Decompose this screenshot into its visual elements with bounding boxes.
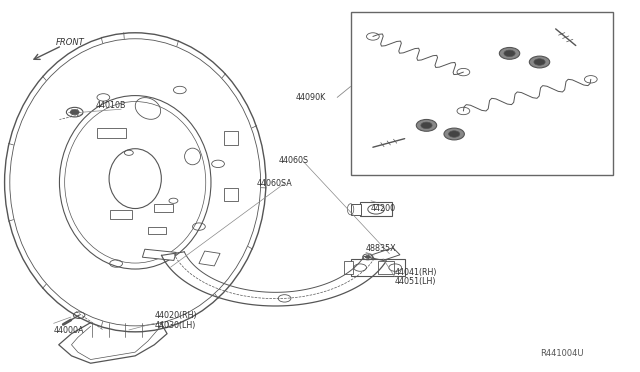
Circle shape	[499, 48, 520, 59]
Text: 44200: 44200	[371, 203, 396, 213]
Circle shape	[70, 110, 79, 115]
Bar	[225, 131, 239, 145]
Bar	[154, 205, 173, 212]
Text: 44060SA: 44060SA	[256, 179, 292, 187]
Bar	[199, 251, 220, 266]
Bar	[378, 261, 394, 274]
Text: 48835X: 48835X	[366, 244, 397, 253]
Bar	[371, 248, 400, 262]
Circle shape	[529, 56, 550, 68]
Text: 44090K: 44090K	[296, 93, 326, 102]
Bar	[351, 259, 404, 276]
Bar	[351, 204, 361, 215]
Bar	[109, 210, 132, 219]
Circle shape	[534, 59, 545, 65]
Bar	[143, 249, 176, 260]
Bar	[97, 128, 125, 138]
Bar	[344, 261, 353, 274]
Text: 44030(LH): 44030(LH)	[154, 321, 196, 330]
Circle shape	[449, 131, 460, 137]
Text: R441004U: R441004U	[540, 350, 583, 359]
Text: 44041(RH): 44041(RH)	[394, 268, 437, 277]
Text: FRONT: FRONT	[56, 38, 84, 46]
Bar	[360, 202, 392, 216]
Circle shape	[421, 122, 432, 129]
Circle shape	[444, 128, 465, 140]
Circle shape	[416, 119, 436, 131]
Bar	[148, 227, 166, 234]
Text: 44051(LH): 44051(LH)	[394, 278, 436, 286]
Bar	[351, 13, 613, 175]
Circle shape	[365, 256, 371, 259]
Text: 44000A: 44000A	[54, 326, 84, 335]
Text: 44010B: 44010B	[96, 101, 126, 110]
Text: 44060S: 44060S	[278, 156, 308, 166]
Circle shape	[504, 50, 515, 57]
Bar	[225, 188, 239, 201]
Text: 44020(RH): 44020(RH)	[154, 311, 197, 320]
